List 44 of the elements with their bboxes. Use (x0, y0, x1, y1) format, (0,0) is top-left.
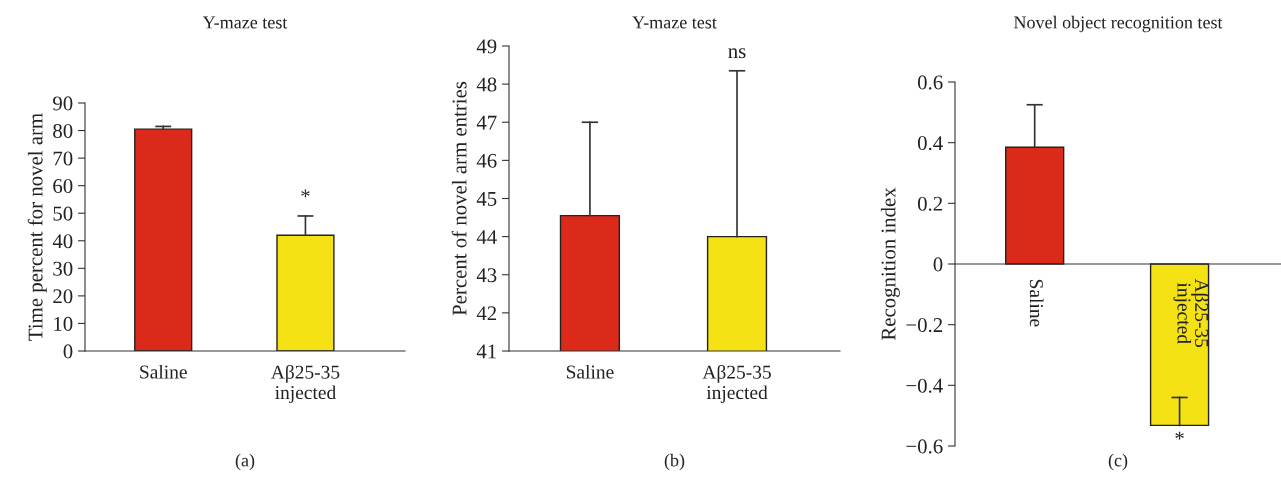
text: (c) (1108, 453, 1128, 471)
annotation: * (301, 189, 310, 198)
chart-title: Novel object recognition test (1013, 15, 1223, 33)
y-tick-label: 0.2 (917, 196, 943, 211)
y-tick-label: 0 (933, 257, 943, 272)
y-tick-label: −0.4 (906, 378, 943, 393)
x-tick-label: Saline (1029, 279, 1044, 327)
y-tick-label: 20 (53, 289, 73, 304)
y-axis-title: Time percent for novel arm (27, 113, 47, 341)
chart-title: Y-maze test (202, 16, 288, 29)
y-tick-label: 45 (476, 192, 497, 206)
y-tick-label: 60 (53, 179, 73, 194)
y-tick-label: 43 (476, 268, 497, 283)
y-tick-label: −0.2 (906, 318, 943, 333)
y-tick-label: 44 (476, 230, 497, 244)
text: (b) (664, 453, 685, 471)
y-tick-label: −0.6 (906, 439, 943, 454)
y-tick-label: 48 (476, 77, 497, 92)
y-tick-label: 70 (53, 151, 73, 166)
y-tick-label: 80 (53, 123, 73, 138)
chart-title: Y-maze test (632, 16, 717, 29)
y-tick-label: 10 (54, 316, 73, 331)
y-tick-label: 40 (52, 234, 73, 249)
x-tick-label: Saline (140, 364, 187, 379)
annotation: ns (728, 48, 746, 59)
x-tick-label: Aβ25-35 injected (1173, 278, 1209, 348)
y-axis-title: Recognition index (880, 187, 900, 341)
x-tick-label: Saline (566, 364, 614, 379)
annotation: * (1175, 431, 1184, 440)
y-axis-title: Percent of novel arm entries (451, 81, 467, 316)
y-tick-label: 41 (476, 344, 496, 359)
y-tick-label: 30 (53, 261, 73, 276)
y-tick-label: 0.4 (917, 136, 943, 151)
y-tick-label: 90 (53, 96, 73, 111)
y-tick-label: 47 (476, 115, 497, 130)
y-tick-label: 0.6 (917, 75, 943, 90)
x-tick-label: Aβ25-35 injected (702, 364, 771, 404)
y-tick-label: 42 (476, 306, 497, 321)
x-tick-label: Aβ25-35 injected (270, 364, 340, 404)
y-tick-label: 0 (63, 344, 73, 359)
y-tick-label: 46 (476, 153, 497, 168)
y-tick-label: 49 (476, 39, 497, 54)
text: (a) (235, 453, 255, 471)
y-tick-label: 50 (53, 206, 73, 221)
